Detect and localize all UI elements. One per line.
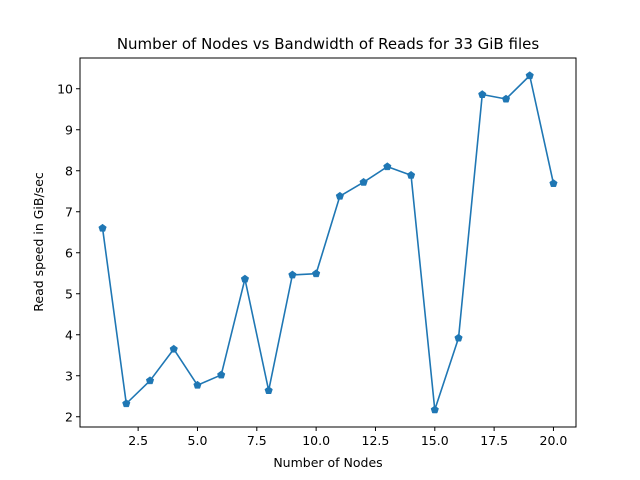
y-tick-label: 5 (65, 286, 73, 301)
data-point-marker (478, 90, 487, 98)
y-tick-label: 2 (65, 409, 73, 424)
plot-frame (79, 57, 577, 428)
data-point-marker (454, 333, 463, 342)
data-point-marker (383, 162, 392, 171)
data-point-marker (98, 223, 107, 232)
data-point-marker (549, 179, 558, 187)
data-point-marker (312, 269, 321, 278)
x-tick-label: 2.5 (128, 433, 148, 448)
series-line (101, 74, 555, 411)
data-point-marker (193, 380, 202, 389)
x-tick-label: 12.5 (362, 433, 390, 448)
y-tick-label: 7 (65, 204, 73, 219)
data-point-marker (122, 399, 131, 408)
x-tick-label: 20.0 (540, 433, 568, 448)
data-point-marker (406, 170, 416, 179)
y-tick-label: 4 (65, 327, 73, 342)
x-tick-label: 10.0 (302, 433, 330, 448)
data-point-marker (217, 370, 226, 379)
x-tick-label: 17.5 (480, 433, 508, 448)
plot-area: 2.5 5.0 7.5 10.0 12.5 15.0 17.5 20.0 2 3 4 5 6 7 8 9 10 (57, 57, 577, 448)
x-tick-label: 7.5 (247, 433, 267, 448)
chart-title: Number of Nodes vs Bandwidth of Reads fo… (117, 35, 540, 53)
data-point-marker (335, 191, 344, 200)
data-point-marker (430, 405, 439, 414)
data-point-marker (145, 376, 155, 385)
x-tick-label: 15.0 (421, 433, 449, 448)
data-point-marker (264, 386, 273, 394)
data-point-marker (525, 71, 534, 80)
data-point-marker (501, 94, 511, 103)
y-tick-label: 3 (65, 368, 73, 383)
y-tick-label: 9 (65, 122, 73, 137)
x-axis-label: Number of Nodes (273, 455, 382, 470)
data-point-marker (240, 274, 250, 283)
y-tick-label: 6 (65, 245, 73, 260)
data-point-marker (169, 344, 178, 353)
x-tick-label: 5.0 (188, 433, 208, 448)
data-point-marker (359, 177, 368, 186)
y-tick-label: 8 (65, 163, 73, 178)
y-axis-label: Read speed in GiB/sec (31, 172, 46, 312)
y-tick-label: 10 (57, 81, 73, 96)
data-point-marker (288, 270, 297, 279)
